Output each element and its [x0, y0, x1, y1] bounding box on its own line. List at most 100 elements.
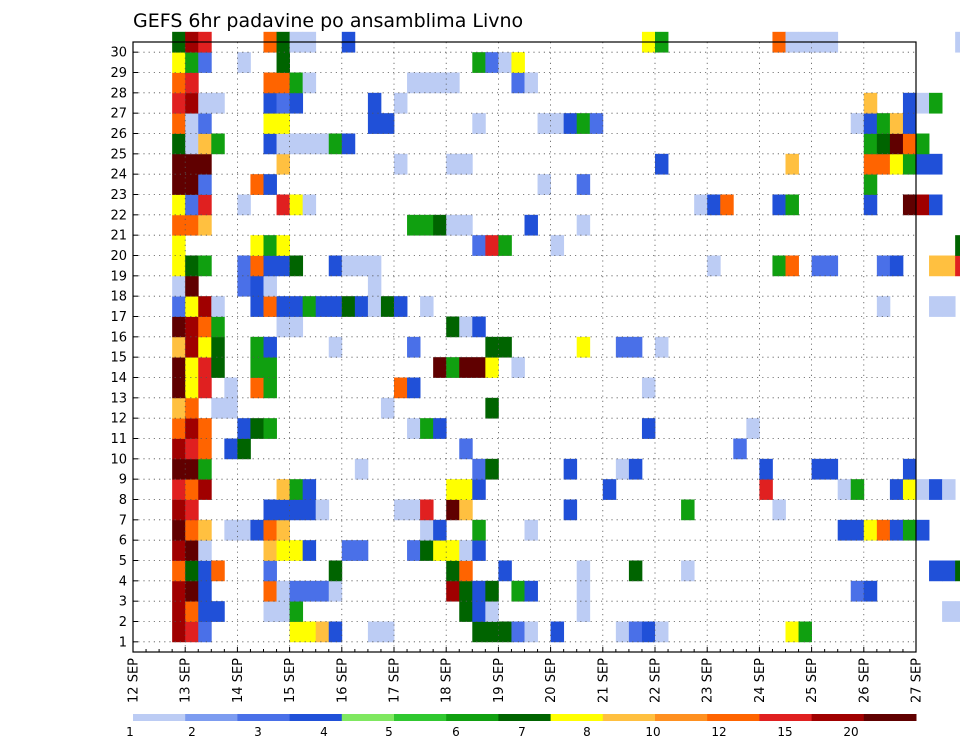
- heatmap-cell: [315, 580, 330, 602]
- heatmap-cell: [289, 255, 304, 277]
- heatmap-cell: [367, 92, 382, 114]
- colorbar-swatch: [863, 714, 917, 721]
- heatmap-cell: [367, 275, 382, 297]
- heatmap-cell: [263, 519, 277, 541]
- heatmap-cell: [733, 438, 747, 460]
- heatmap-cell: [746, 418, 760, 439]
- heatmap-cell: [446, 540, 460, 561]
- heatmap-cell: [354, 458, 369, 480]
- heatmap-cell: [655, 153, 669, 175]
- heatmap-cell: [472, 519, 486, 541]
- heatmap-cell: [576, 336, 591, 358]
- heatmap-cell: [250, 357, 264, 378]
- heatmap-cell: [250, 235, 264, 256]
- heatmap-cell: [916, 479, 930, 500]
- y-tick-label: 27: [110, 107, 127, 122]
- heatmap-cell: [380, 296, 395, 317]
- heatmap-cell: [211, 397, 225, 419]
- heatmap-cell: [407, 72, 421, 94]
- heatmap-cell: [276, 194, 290, 216]
- heatmap-cell: [302, 72, 317, 94]
- heatmap-cell: [276, 133, 290, 155]
- x-tick-label: 27 SEP: [910, 658, 925, 703]
- heatmap-cell: [237, 275, 251, 297]
- heatmap-cell: [263, 357, 277, 378]
- heatmap-cell: [211, 133, 225, 155]
- heatmap-cell: [681, 560, 695, 582]
- heatmap-cell: [289, 479, 304, 500]
- heatmap-cell: [237, 519, 251, 541]
- heatmap-cell: [459, 438, 473, 460]
- heatmap-cell: [263, 336, 277, 358]
- heatmap-cell: [942, 255, 956, 277]
- colorbar-swatch: [759, 714, 813, 721]
- heatmap-cell: [511, 52, 525, 73]
- colorbar-swatch: [341, 714, 395, 721]
- heatmap-cell: [172, 174, 186, 195]
- heatmap-cell: [172, 438, 186, 460]
- heatmap-cell: [863, 133, 878, 155]
- heatmap-cell: [955, 255, 960, 277]
- heatmap-cell: [289, 133, 304, 155]
- heatmap-cell: [563, 113, 578, 134]
- heatmap-cell: [380, 113, 395, 134]
- y-tick-label: 3: [119, 595, 127, 610]
- heatmap-cell: [185, 72, 199, 94]
- heatmap-cell: [459, 540, 473, 561]
- heatmap-cell: [563, 499, 578, 521]
- heatmap-cell: [172, 72, 186, 94]
- heatmap-cell: [420, 499, 434, 521]
- heatmap-cell: [250, 174, 264, 195]
- heatmap-cell: [367, 296, 382, 317]
- heatmap-cell: [485, 235, 499, 256]
- heatmap-cell: [785, 153, 799, 175]
- heatmap-cell: [902, 479, 917, 500]
- heatmap-cell: [250, 296, 264, 317]
- heatmap-cell: [263, 92, 277, 114]
- heatmap-cell: [628, 336, 643, 358]
- heatmap-cell: [459, 316, 473, 338]
- heatmap-cell: [955, 560, 960, 582]
- heatmap-cell: [315, 621, 330, 643]
- heatmap-cell: [655, 336, 669, 358]
- heatmap-cell: [198, 418, 212, 439]
- colorbar-swatch: [498, 714, 552, 721]
- heatmap-cell: [576, 214, 591, 236]
- heatmap-cell: [498, 560, 512, 582]
- heatmap-cell: [198, 458, 212, 480]
- heatmap-cell: [485, 601, 499, 622]
- heatmap-cell: [302, 540, 317, 561]
- heatmap-cell: [602, 479, 617, 500]
- heatmap-cell: [198, 580, 212, 602]
- heatmap-cell: [328, 255, 343, 277]
- heatmap-cell: [433, 418, 447, 439]
- heatmap-cell: [172, 601, 186, 622]
- heatmap-cell: [185, 519, 199, 541]
- heatmap-cell: [472, 316, 486, 338]
- heatmap-cell: [929, 296, 943, 317]
- heatmap-cell: [420, 418, 434, 439]
- colorbar-swatch: [237, 714, 291, 721]
- heatmap-cell: [446, 560, 460, 582]
- heatmap-cell: [172, 621, 186, 643]
- heatmap-cell: [185, 214, 199, 236]
- heatmap-cell: [420, 214, 434, 236]
- y-tick-label: 21: [110, 229, 127, 244]
- heatmap-cells: [172, 31, 960, 643]
- heatmap-cell: [485, 580, 499, 602]
- heatmap-cell: [394, 92, 408, 114]
- x-tick-label: 26 SEP: [857, 658, 872, 703]
- heatmap-cell: [407, 336, 421, 358]
- heatmap-cell: [172, 458, 186, 480]
- heatmap-cell: [929, 479, 943, 500]
- heatmap-cell: [472, 580, 486, 602]
- heatmap-cell: [511, 357, 525, 378]
- heatmap-cell: [563, 458, 578, 480]
- chart-title: GEFS 6hr padavine po ansamblima Livno: [133, 10, 523, 32]
- heatmap-cell: [302, 479, 317, 500]
- heatmap-cell: [172, 296, 186, 317]
- heatmap-cell: [185, 52, 199, 73]
- heatmap-cell: [185, 418, 199, 439]
- heatmap-cell: [902, 133, 917, 155]
